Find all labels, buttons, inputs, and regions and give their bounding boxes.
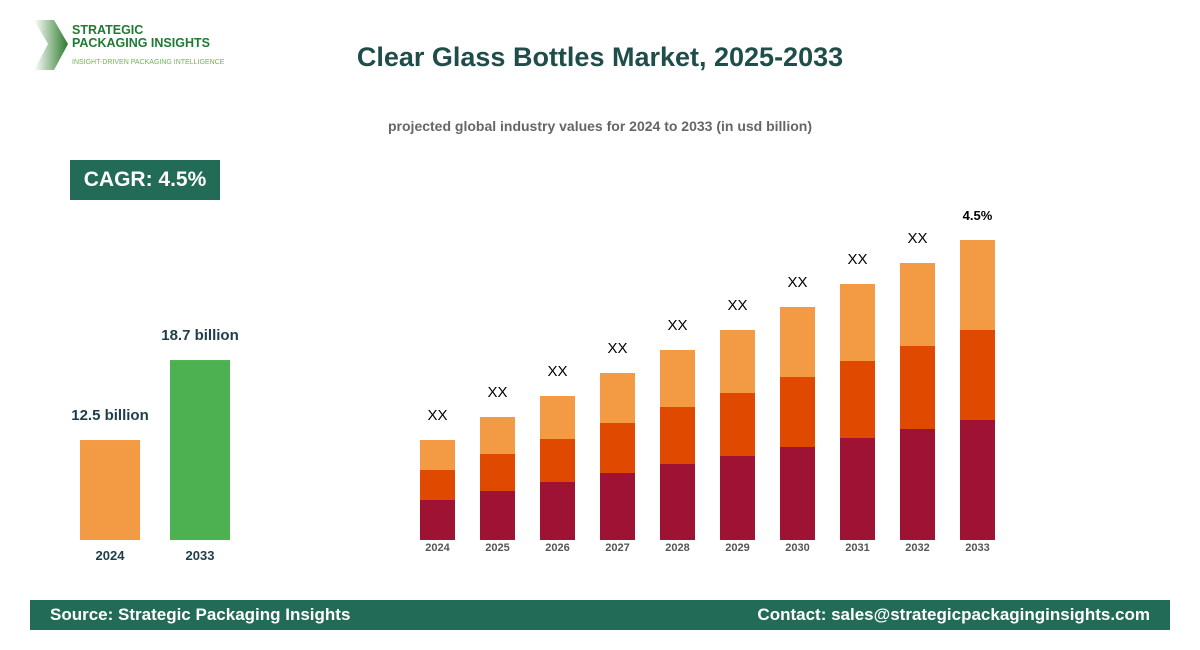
data-label: XX (727, 297, 747, 314)
bar-segment-2029-0 (720, 456, 755, 540)
contact-text: Contact: sales@strategicpackaginginsight… (757, 605, 1150, 624)
bar-segment-2028-2 (660, 350, 695, 407)
bar-segment-2033-2 (960, 240, 995, 330)
data-label: XX (787, 274, 807, 291)
footer: Source: Strategic Packaging Insights Con… (30, 600, 1170, 630)
x-tick-label: 2030 (785, 542, 809, 554)
data-label: XX (487, 384, 507, 401)
bar-segment-2030-1 (780, 377, 815, 447)
bar-segment-2031-0 (840, 438, 875, 540)
bar-segment-2033-1 (960, 330, 995, 420)
bar-segment-2024-2 (420, 440, 455, 470)
x-tick-label: 2032 (905, 542, 929, 554)
bar-segment-2032-1 (900, 346, 935, 429)
data-label: 4.5% (963, 208, 993, 223)
data-label: 12.5 billion (71, 407, 149, 424)
x-tick-label: 2033 (965, 542, 989, 554)
bar-segment-2025-2 (480, 417, 515, 454)
cagr-badge: CAGR: 4.5% (70, 160, 220, 200)
bar-segment-2024-1 (420, 470, 455, 500)
bar-segment-2029-2 (720, 330, 755, 393)
page-title: Clear Glass Bottles Market, 2025-2033 (356, 42, 844, 72)
bar-2033 (170, 360, 230, 540)
logo-name: STRATEGIC PACKAGING INSIGHTS (72, 23, 210, 50)
bar-segment-2024-0 (420, 500, 455, 540)
bar-segment-2033-0 (960, 420, 995, 540)
x-tick-label: 2024 (96, 548, 126, 563)
data-label: XX (847, 251, 867, 268)
data-label: XX (607, 340, 627, 357)
bar-segment-2026-1 (540, 439, 575, 482)
bar-segment-2029-1 (720, 393, 755, 456)
bar-segment-2026-0 (540, 482, 575, 540)
logo-tagline: INSIGHT-DRIVEN PACKAGING INTELLIGENCE (72, 59, 225, 66)
bar-segment-2031-1 (840, 361, 875, 438)
x-tick-label: 2026 (545, 542, 569, 554)
bar-segment-2025-0 (480, 491, 515, 540)
bar-segment-2031-2 (840, 284, 875, 361)
x-tick-label: 2029 (725, 542, 749, 554)
bar-segment-2027-0 (600, 473, 635, 540)
bar-segment-2025-1 (480, 454, 515, 491)
data-label: XX (667, 317, 687, 334)
bar-segment-2026-2 (540, 396, 575, 439)
subtitle: projected global industry values for 202… (388, 118, 812, 134)
x-tick-label: 2028 (665, 542, 689, 554)
source-text: Source: Strategic Packaging Insights (50, 605, 351, 624)
x-tick-label: 2027 (605, 542, 629, 554)
bar-2024 (80, 440, 140, 540)
bar-segment-2030-0 (780, 447, 815, 540)
x-tick-label: 2031 (845, 542, 869, 554)
data-label: XX (907, 230, 927, 247)
bar-segment-2032-0 (900, 429, 935, 540)
x-tick-label: 2033 (186, 548, 215, 563)
bar-segment-2028-0 (660, 464, 695, 540)
charts: 12.5 billion 2024 18.7 billion 2033 XX 2024 XX… (71, 208, 995, 563)
logo: STRATEGIC PACKAGING INSIGHTS INSIGHT-DRIV… (30, 18, 230, 73)
bar-segment-2032-2 (900, 263, 935, 346)
bar-segment-2030-2 (780, 307, 815, 377)
x-tick-label: 2025 (485, 542, 509, 554)
bar-segment-2027-1 (600, 423, 635, 473)
data-label: 18.7 billion (161, 327, 239, 344)
chevron-logo-icon (34, 20, 68, 70)
data-label: XX (427, 407, 447, 424)
bar-segment-2028-1 (660, 407, 695, 464)
data-label: XX (547, 363, 567, 380)
x-tick-label: 2024 (425, 542, 450, 554)
bar-segment-2027-2 (600, 373, 635, 423)
